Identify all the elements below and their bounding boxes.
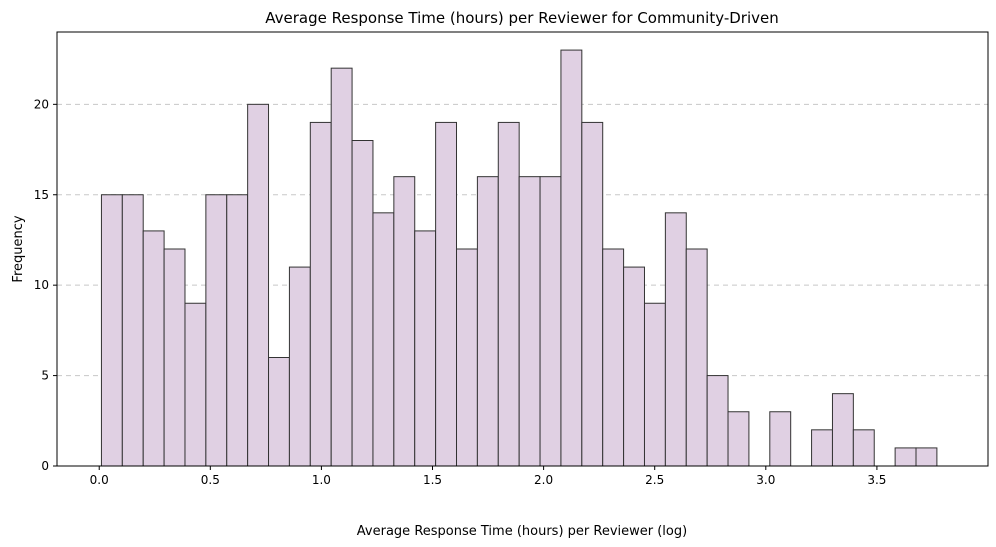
histogram-bar	[414, 230, 437, 467]
histogram-bar	[894, 447, 917, 467]
histogram-bar	[476, 176, 499, 467]
histogram-bar	[602, 248, 625, 467]
histogram-bar	[811, 429, 833, 467]
y-tick-label: 5	[41, 369, 49, 383]
histogram-bar	[685, 248, 708, 467]
histogram-bar	[539, 176, 562, 467]
y-tick-label: 0	[41, 459, 49, 473]
chart-title: Average Response Time (hours) per Review…	[265, 9, 779, 27]
x-tick-label: 2.5	[645, 473, 664, 487]
y-tick-label: 15	[34, 188, 49, 202]
y-axis-label: Frequency	[11, 215, 26, 282]
x-axis-label: Average Response Time (hours) per Review…	[357, 524, 687, 539]
histogram-bar	[456, 248, 478, 467]
histogram-bar	[831, 393, 854, 467]
y-tick-label: 20	[34, 97, 49, 111]
x-tick-label: 3.5	[867, 473, 886, 487]
histogram-bar	[643, 302, 666, 467]
histogram-bar	[184, 302, 207, 467]
x-tick-label: 2.0	[534, 473, 553, 487]
histogram-bar	[623, 266, 645, 467]
x-tick-label: 3.0	[756, 473, 775, 487]
histogram-bar	[205, 194, 228, 467]
histogram-bar	[121, 194, 144, 467]
histogram-bar	[560, 49, 583, 467]
plot-frame	[56, 31, 989, 467]
histogram-bar	[518, 176, 541, 467]
x-tick-label: 1.0	[312, 473, 331, 487]
histogram-bar	[497, 121, 520, 467]
y-axis-ticks: 0 5 10 15 20	[34, 97, 57, 473]
histogram-bar	[435, 121, 458, 467]
histogram-bar	[309, 121, 332, 467]
histogram-bar	[226, 194, 249, 467]
histogram-bar	[163, 248, 186, 467]
x-axis-ticks: 0.0 0.5 1.0 1.5 2.0 2.5 3.0 3.5	[90, 466, 886, 487]
histogram-bar	[581, 121, 604, 467]
x-tick-label: 1.5	[423, 473, 442, 487]
histogram-bar	[727, 411, 750, 467]
y-tick-label: 10	[34, 278, 49, 292]
histogram-bar	[247, 103, 270, 467]
histogram-bar	[769, 411, 792, 467]
histogram-bar	[351, 140, 374, 467]
histogram-bar	[100, 194, 123, 467]
histogram-bar	[393, 176, 416, 467]
x-tick-label: 0.5	[201, 473, 220, 487]
histogram-bar	[330, 67, 353, 467]
x-tick-label: 0.0	[90, 473, 109, 487]
histogram-bar	[852, 429, 875, 467]
histogram-bar	[372, 212, 395, 467]
histogram-bar	[268, 357, 290, 467]
histogram-bar	[142, 230, 165, 467]
histogram-bar	[288, 266, 311, 467]
histogram-bar	[915, 447, 938, 467]
histogram-bar	[664, 212, 687, 467]
histogram-bars	[100, 49, 938, 467]
histogram-bar	[706, 375, 729, 467]
